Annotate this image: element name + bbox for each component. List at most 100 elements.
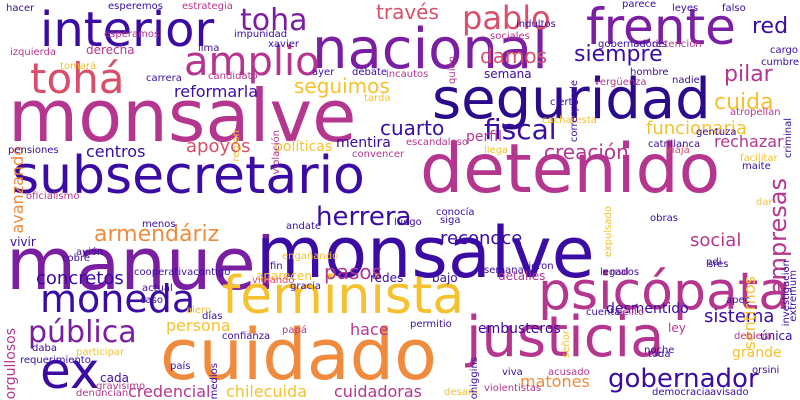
- cloud-word: pdi: [706, 257, 722, 268]
- cloud-word: luego: [394, 217, 422, 228]
- cloud-word: violando: [252, 275, 295, 286]
- cloud-word: semana: [484, 67, 532, 81]
- cloud-word: confianza: [222, 331, 271, 342]
- cloud-word: gobernadores: [598, 39, 668, 50]
- cloud-word: damos: [480, 44, 548, 68]
- cloud-word: maite: [742, 161, 771, 172]
- cloud-word: sistema: [704, 306, 775, 327]
- cloud-word: moneda: [40, 277, 196, 321]
- cloud-word: seguridad: [432, 67, 711, 132]
- cloud-word: indultos: [516, 19, 556, 30]
- cloud-word: nadie: [672, 75, 700, 86]
- cloud-word: atropellan: [730, 107, 781, 118]
- cloud-word: daba: [32, 343, 57, 354]
- cloud-word: menos: [142, 219, 176, 230]
- cloud-word: hombre: [630, 67, 669, 78]
- cloud-word: siempre: [574, 42, 663, 67]
- cloud-word: orsini: [752, 365, 780, 376]
- cloud-word: centros: [86, 142, 146, 161]
- cloud-word: manuel: [6, 222, 276, 306]
- cloud-word: cobre: [62, 253, 91, 264]
- cloud-word: parece: [622, 0, 657, 10]
- cloud-word: avisado: [710, 387, 749, 398]
- cloud-word: dar: [756, 197, 773, 208]
- cloud-word: avanzando: [8, 146, 27, 234]
- cloud-word: social: [690, 230, 742, 251]
- cloud-word: hace: [350, 320, 389, 339]
- cloud-word: apec: [726, 295, 751, 306]
- cloud-word: permitio: [410, 319, 452, 330]
- cloud-word: monsalve: [8, 74, 357, 158]
- cloud-word: matones: [520, 372, 590, 391]
- cloud-word: ley: [668, 321, 686, 335]
- cloud-word: seguimos: [294, 74, 390, 98]
- cloud-word: oficialismo: [26, 191, 80, 202]
- cloud-word: pensiones: [8, 145, 59, 156]
- cloud-word: leyes: [672, 3, 699, 14]
- cloud-word: xavier: [268, 39, 300, 50]
- cloud-word: obras: [650, 213, 678, 224]
- cloud-word: armendáriz: [94, 222, 220, 247]
- cloud-word: subsecretario: [12, 146, 365, 206]
- cloud-word: amplio: [184, 39, 320, 85]
- cloud-word: creación: [544, 140, 629, 164]
- cloud-word: cuidado: [160, 314, 437, 396]
- cloud-word: reconoce: [440, 228, 523, 249]
- cloud-word: esperamos: [104, 29, 160, 40]
- cloud-word: grande: [732, 345, 782, 361]
- cloud-word: convencer: [352, 149, 405, 160]
- cloud-word: redes: [370, 271, 404, 285]
- cloud-word: gracia: [290, 281, 321, 292]
- cloud-word: ex: [40, 342, 100, 400]
- cloud-word: red: [752, 14, 789, 39]
- cloud-word: avión: [76, 247, 104, 258]
- cloud-word: embusteros: [478, 321, 561, 337]
- cloud-word: políticas: [274, 139, 333, 155]
- cloud-word: engañando: [282, 251, 339, 262]
- cloud-word: violación: [271, 130, 282, 175]
- cloud-word: catrillanca: [648, 139, 701, 150]
- cloud-word: monsalve: [256, 212, 595, 294]
- cloud-word: tarda: [364, 93, 391, 104]
- cloud-word: requerimiento: [20, 355, 91, 366]
- cloud-word: real: [610, 267, 629, 278]
- cloud-word: bajo: [432, 271, 458, 285]
- cloud-word: cada: [100, 371, 129, 385]
- cloud-word: reformarla: [174, 82, 259, 101]
- cloud-word: herrera: [316, 202, 412, 232]
- cloud-word: ayer: [312, 67, 335, 78]
- cloud-word: chilecuida: [226, 382, 308, 400]
- cloud-word: dieron: [522, 261, 554, 272]
- cloud-word: cierto: [550, 97, 579, 108]
- cloud-word: noche: [644, 345, 675, 356]
- cloud-word: nacional: [312, 17, 548, 82]
- cloud-word: fiscal: [484, 113, 557, 146]
- cloud-word: mentira: [336, 135, 391, 151]
- cloud-word: cooperativacontigo: [134, 267, 231, 278]
- cloud-word: candidato: [208, 71, 258, 82]
- cloud-word: apoyos: [186, 136, 251, 157]
- cloud-word: pública: [28, 315, 137, 350]
- cloud-word: quién: [447, 56, 458, 84]
- cloud-word: cuidadoras: [334, 382, 423, 400]
- cloud-word: detenido: [420, 130, 721, 209]
- cloud-word: frente: [586, 0, 736, 56]
- cloud-word: carrera: [146, 73, 182, 84]
- cloud-word: justicia: [466, 305, 665, 370]
- cloud-word: incautos: [386, 69, 429, 80]
- cloud-word: tomará: [60, 61, 97, 72]
- cloud-word: criminal: [783, 118, 794, 159]
- cloud-word: pablo: [462, 0, 551, 37]
- cloud-word: cuenta: [586, 307, 621, 318]
- cloud-word: escandaloso: [406, 137, 469, 148]
- cloud-word: única: [760, 329, 793, 343]
- cloud-word: persona: [166, 316, 231, 335]
- cloud-word: gravísimo: [96, 381, 146, 392]
- cloud-word: tohá: [30, 54, 125, 103]
- cloud-word: viva: [502, 367, 523, 378]
- cloud-word: denuncian: [76, 388, 129, 399]
- cloud-word: corresponde: [569, 80, 580, 143]
- cloud-word: conocía: [436, 207, 475, 218]
- cloud-word: días: [202, 311, 223, 322]
